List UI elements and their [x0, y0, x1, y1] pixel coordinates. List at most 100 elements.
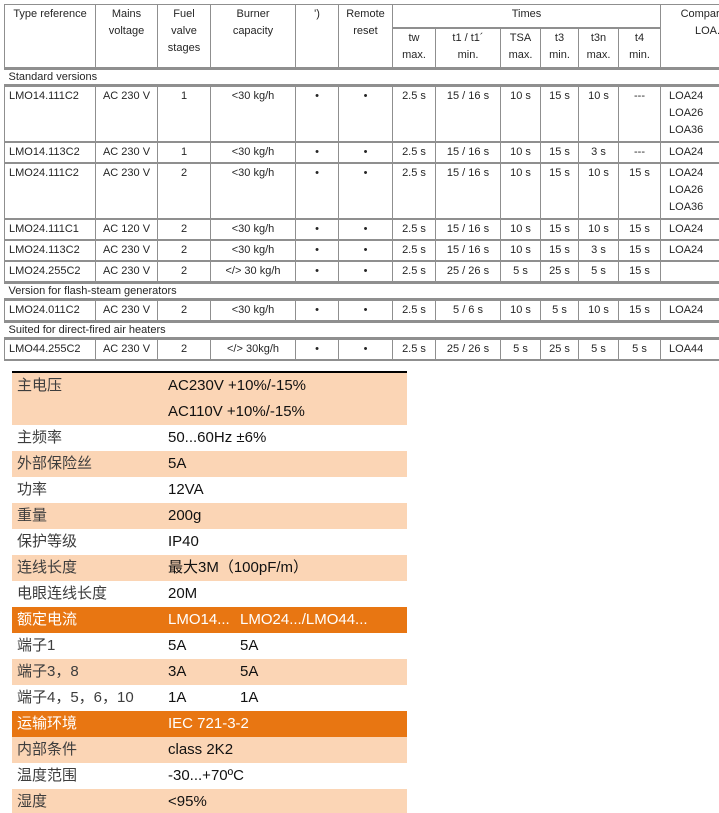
cell-t4: 15 s — [617, 298, 662, 322]
cell-comparable: LOA24 — [660, 217, 719, 241]
cell-footnote-dot: • — [295, 337, 339, 361]
cell-type: LMO44.255C2 — [4, 337, 96, 361]
cell-t1: 5 / 6 s — [435, 298, 501, 322]
cell-capacity: <30 kg/h — [210, 238, 296, 262]
cell-t1: 25 / 26 s — [435, 259, 501, 283]
cell-remote-dot: • — [338, 217, 393, 241]
table-row: LMO24.011C2 AC 230 V 2 <30 kg/h • • 2.5 … — [4, 298, 719, 322]
cell-comparable: LOA24 LOA26 LOA36 — [660, 161, 719, 220]
row-value-lmo24-44: 5A — [240, 663, 259, 680]
cell-comparable: LOA44 — [660, 337, 719, 361]
cell-mains: AC 230 V — [95, 161, 158, 220]
row-label: 端子3，8 — [17, 663, 79, 680]
table-row: LMO14.113C2 AC 230 V 1 <30 kg/h • • 2.5 … — [4, 140, 719, 164]
cell-type: LMO14.111C2 — [4, 84, 96, 143]
row-power: 功率 12VA — [12, 477, 407, 503]
col-header-footnote: ') — [295, 4, 339, 70]
cell-type: LMO24.111C1 — [4, 217, 96, 241]
cell-tsa: 10 s — [500, 140, 541, 164]
cell-comparable: LOA24 — [660, 140, 719, 164]
cell-mains: AC 230 V — [95, 140, 158, 164]
table-row: LMO44.255C2 AC 230 V 2 </> 30kg/h • • 2.… — [4, 337, 719, 361]
cn-spec-table: 主电压 AC230V +10%/-15% AC110V +10%/-15% 主频… — [12, 371, 407, 813]
col-header-t3: t3 min. — [540, 27, 579, 70]
cell-comparable: LOA24 LOA26 LOA36 — [660, 84, 719, 143]
row-value-lmo24-44: 5A — [240, 637, 259, 654]
cell-footnote-dot: • — [295, 259, 339, 283]
cell-tsa: 10 s — [500, 298, 541, 322]
cell-type: LMO24.255C2 — [4, 259, 96, 283]
col-header-tsa: TSA max. — [500, 27, 541, 70]
cell-mains: AC 120 V — [95, 217, 158, 241]
row-label: 重量 — [17, 507, 48, 524]
row-value: class 2K2 — [168, 741, 234, 758]
cell-stages: 2 — [157, 217, 211, 241]
row-value: 最大3M（100pF/m） — [168, 559, 309, 576]
cell-remote-dot: • — [338, 161, 393, 220]
cell-t3n: 3 s — [578, 140, 619, 164]
cell-t1: 15 / 16 s — [435, 140, 501, 164]
col-header-type-reference: Type reference — [4, 4, 96, 70]
cell-t3: 25 s — [540, 337, 579, 361]
cell-tw: 2.5 s — [392, 238, 436, 262]
cell-type: LMO24.113C2 — [4, 238, 96, 262]
row-label: 外部保险丝 — [17, 455, 93, 472]
cell-remote-dot: • — [338, 337, 393, 361]
row-rated-current-header: 额定电流 LMO14... LMO24.../LMO44... — [12, 607, 407, 633]
cell-mains: AC 230 V — [95, 337, 158, 361]
row-mains-voltage: 主电压 AC230V +10%/-15% AC110V +10%/-15% — [12, 373, 407, 425]
row-value: AC230V +10%/-15% AC110V +10%/-15% — [168, 377, 307, 420]
row-value-lmo14: 1A — [168, 689, 187, 706]
cell-t3: 15 s — [540, 217, 579, 241]
cell-stages: 2 — [157, 337, 211, 361]
section-flash-steam: Version for flash-steam generators — [4, 280, 719, 301]
row-internal-condition: 内部条件 class 2K2 — [12, 737, 407, 763]
row-terminal-1: 端子1 5A 5A — [12, 633, 407, 659]
cell-t3: 15 s — [540, 238, 579, 262]
cell-tw: 2.5 s — [392, 84, 436, 143]
col-header-t3n: t3n max. — [578, 27, 619, 70]
cell-stages: 1 — [157, 140, 211, 164]
cell-t4: 15 s — [617, 238, 662, 262]
row-value: 12VA — [168, 481, 204, 498]
row-value: 20M — [168, 585, 198, 602]
cell-t4: 15 s — [617, 259, 662, 283]
cell-tw: 2.5 s — [392, 298, 436, 322]
cell-tw: 2.5 s — [392, 217, 436, 241]
row-label: 功率 — [17, 481, 48, 498]
row-label: 主频率 — [17, 429, 63, 446]
cell-comparable: LOA24 — [660, 238, 719, 262]
cell-t1: 15 / 16 s — [435, 238, 501, 262]
row-label: 温度范围 — [17, 767, 78, 784]
row-label: 内部条件 — [17, 741, 78, 758]
cell-tsa: 10 s — [500, 238, 541, 262]
col-header-burner-capacity: Burner capacity — [210, 4, 296, 70]
cell-footnote-dot: • — [295, 140, 339, 164]
row-value: -30...+70ºC — [168, 767, 244, 784]
cell-tsa: 5 s — [500, 337, 541, 361]
row-external-fuse: 外部保险丝 5A — [12, 451, 407, 477]
cell-remote-dot: • — [338, 259, 393, 283]
cell-stages: 2 — [157, 161, 211, 220]
cell-capacity: <30 kg/h — [210, 140, 296, 164]
cell-footnote-dot: • — [295, 161, 339, 220]
cell-tw: 2.5 s — [392, 259, 436, 283]
section-title: Version for flash-steam generators — [4, 280, 719, 301]
cell-t4: 15 s — [617, 161, 662, 220]
col-header-fuel-valve-stages: Fuel valve stages — [157, 4, 211, 70]
cell-comparable: LOA24 — [660, 298, 719, 322]
cell-stages: 1 — [157, 84, 211, 143]
row-label: 额定电流 — [17, 611, 78, 628]
cell-t3n: 10 s — [578, 217, 619, 241]
row-value-lmo14: 5A — [168, 637, 187, 654]
cell-t4: 5 s — [617, 337, 662, 361]
cell-capacity: <30 kg/h — [210, 84, 296, 143]
cell-type: LMO14.113C2 — [4, 140, 96, 164]
cell-t3n: 10 s — [578, 161, 619, 220]
row-value: IEC 721-3-2 — [168, 715, 249, 732]
cell-tsa: 5 s — [500, 259, 541, 283]
row-protection-class: 保护等级 IP40 — [12, 529, 407, 555]
col-header-tw: tw max. — [392, 27, 436, 70]
cell-t3: 5 s — [540, 298, 579, 322]
